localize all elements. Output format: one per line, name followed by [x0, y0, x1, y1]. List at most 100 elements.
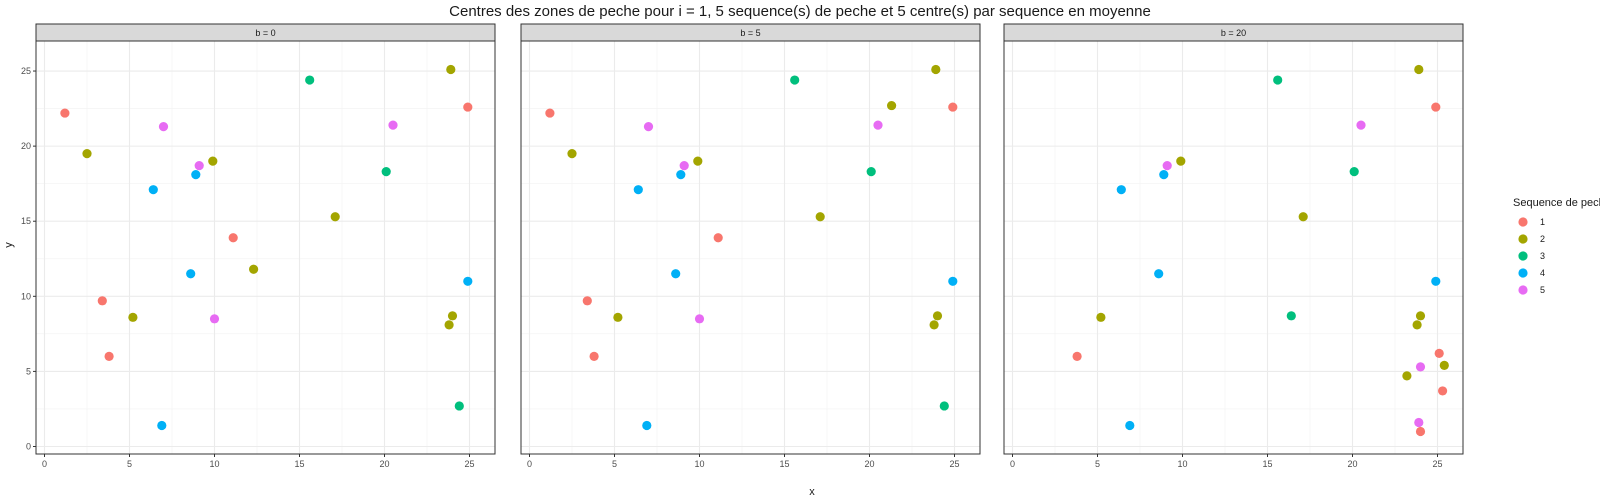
data-point-seq-4	[1116, 185, 1126, 195]
data-point-seq-2	[1298, 212, 1308, 222]
panel-background	[1004, 41, 1463, 454]
facet-panel-1: b = 5 0 5 10 15 20 25	[520, 23, 981, 469]
data-point-seq-2	[693, 156, 703, 166]
y-tick-label: 0	[26, 441, 31, 451]
data-point-seq-2	[444, 320, 454, 330]
x-tick-label: 0	[527, 459, 532, 469]
facet-strip-label: b = 20	[1221, 28, 1246, 38]
x-tick-label: 20	[864, 459, 874, 469]
data-point-seq-3	[1349, 167, 1359, 177]
data-point-seq-2	[1412, 320, 1422, 330]
data-point-seq-2	[82, 149, 92, 159]
data-point-seq-1	[1431, 102, 1441, 112]
x-tick-label: 10	[209, 459, 219, 469]
data-point-seq-4	[671, 269, 681, 279]
legend-label-2: 2	[1540, 234, 1545, 244]
panel-background	[521, 41, 980, 454]
y-tick-label: 10	[21, 291, 31, 301]
data-point-seq-2	[932, 311, 943, 321]
panel-background	[36, 41, 495, 454]
data-point-seq-3	[381, 167, 391, 177]
x-tick-label: 5	[612, 459, 617, 469]
panel-border	[35, 40, 496, 455]
data-point-seq-4	[191, 170, 201, 180]
x-tick-label: 10	[1177, 459, 1187, 469]
x-tick-label: 25	[1432, 459, 1442, 469]
legend-key-1	[1518, 217, 1528, 227]
legend-key-4	[1518, 268, 1528, 278]
data-point-seq-4	[157, 420, 167, 431]
data-point-seq-2	[929, 320, 939, 330]
legend-title: Sequence de peche	[1513, 197, 1600, 209]
data-point-seq-5	[1162, 161, 1172, 171]
data-point-seq-2	[815, 212, 825, 222]
data-point-seq-3	[1286, 311, 1296, 321]
data-point-seq-3	[305, 75, 315, 85]
data-point-seq-2	[249, 264, 259, 274]
y-tick-label: 5	[26, 366, 31, 376]
x-tick-label: 10	[694, 459, 704, 469]
data-point-seq-4	[633, 185, 643, 195]
data-point-seq-1	[463, 102, 473, 112]
data-point-seq-3	[790, 75, 800, 85]
x-tick-label: 20	[1347, 459, 1357, 469]
data-point-seq-3	[454, 401, 464, 411]
data-point-seq-3	[866, 167, 876, 177]
data-point-seq-2	[1096, 312, 1106, 322]
chart-title: Centres des zones de peche pour i = 1, 5…	[449, 3, 1151, 20]
data-point-seq-2	[887, 100, 897, 111]
panel-border	[520, 40, 981, 455]
data-point-seq-1	[589, 351, 599, 361]
panel-border	[1003, 40, 1464, 455]
data-point-seq-4	[1125, 420, 1135, 431]
data-point-seq-1	[60, 108, 70, 118]
data-point-seq-5	[388, 120, 398, 130]
legend-label-5: 5	[1540, 285, 1545, 295]
x-tick-label: 20	[379, 459, 389, 469]
data-point-seq-2	[208, 156, 218, 166]
y-tick-label: 25	[21, 66, 31, 76]
data-point-seq-2	[567, 149, 577, 159]
data-point-seq-2	[1415, 311, 1426, 321]
facet-panel-2: b = 20 0 5 10 15 20 25	[1003, 23, 1464, 469]
data-point-seq-4	[1431, 276, 1441, 286]
data-point-seq-3	[1273, 75, 1283, 85]
data-point-seq-2	[128, 312, 138, 322]
legend-key-3	[1518, 251, 1528, 261]
data-point-seq-5	[873, 120, 883, 130]
data-point-seq-2	[1414, 64, 1424, 75]
y-tick-label: 20	[21, 141, 31, 151]
legend-key-2	[1518, 234, 1528, 244]
y-axis-title: y	[3, 242, 15, 248]
data-point-seq-5	[1356, 120, 1366, 130]
x-tick-label: 15	[1262, 459, 1272, 469]
data-point-seq-4	[1154, 269, 1164, 279]
facet-strip-label: b = 5	[740, 28, 760, 38]
data-point-seq-2	[1176, 156, 1186, 166]
data-point-seq-4	[186, 269, 196, 279]
data-point-seq-1	[545, 108, 555, 118]
data-point-seq-2	[613, 312, 623, 322]
data-point-seq-1	[228, 233, 238, 243]
x-tick-label: 25	[949, 459, 959, 469]
data-point-seq-5	[643, 122, 654, 132]
data-point-seq-1	[713, 233, 723, 243]
x-tick-label: 15	[779, 459, 789, 469]
data-point-seq-1	[1072, 351, 1082, 361]
data-point-seq-4	[463, 276, 473, 286]
facet-panels: b = 0 0 5 10 15 20 25 0 5 10 15 20 25 b = 5 0 5 10 15 20 25…	[21, 23, 1464, 469]
data-point-seq-4	[1159, 170, 1169, 180]
data-point-seq-5	[679, 161, 689, 171]
x-tick-label: 15	[294, 459, 304, 469]
legend-label-4: 4	[1540, 268, 1545, 278]
data-point-seq-1	[582, 296, 592, 306]
legend-key-5	[1518, 285, 1528, 295]
data-point-seq-2	[931, 64, 941, 75]
data-point-seq-4	[676, 170, 686, 180]
x-tick-label: 5	[127, 459, 132, 469]
data-point-seq-1	[97, 296, 107, 306]
legend: Sequence de peche 1 2 3 4 5	[1513, 197, 1600, 295]
data-point-seq-5	[1415, 362, 1426, 372]
x-tick-label: 0	[1010, 459, 1015, 469]
